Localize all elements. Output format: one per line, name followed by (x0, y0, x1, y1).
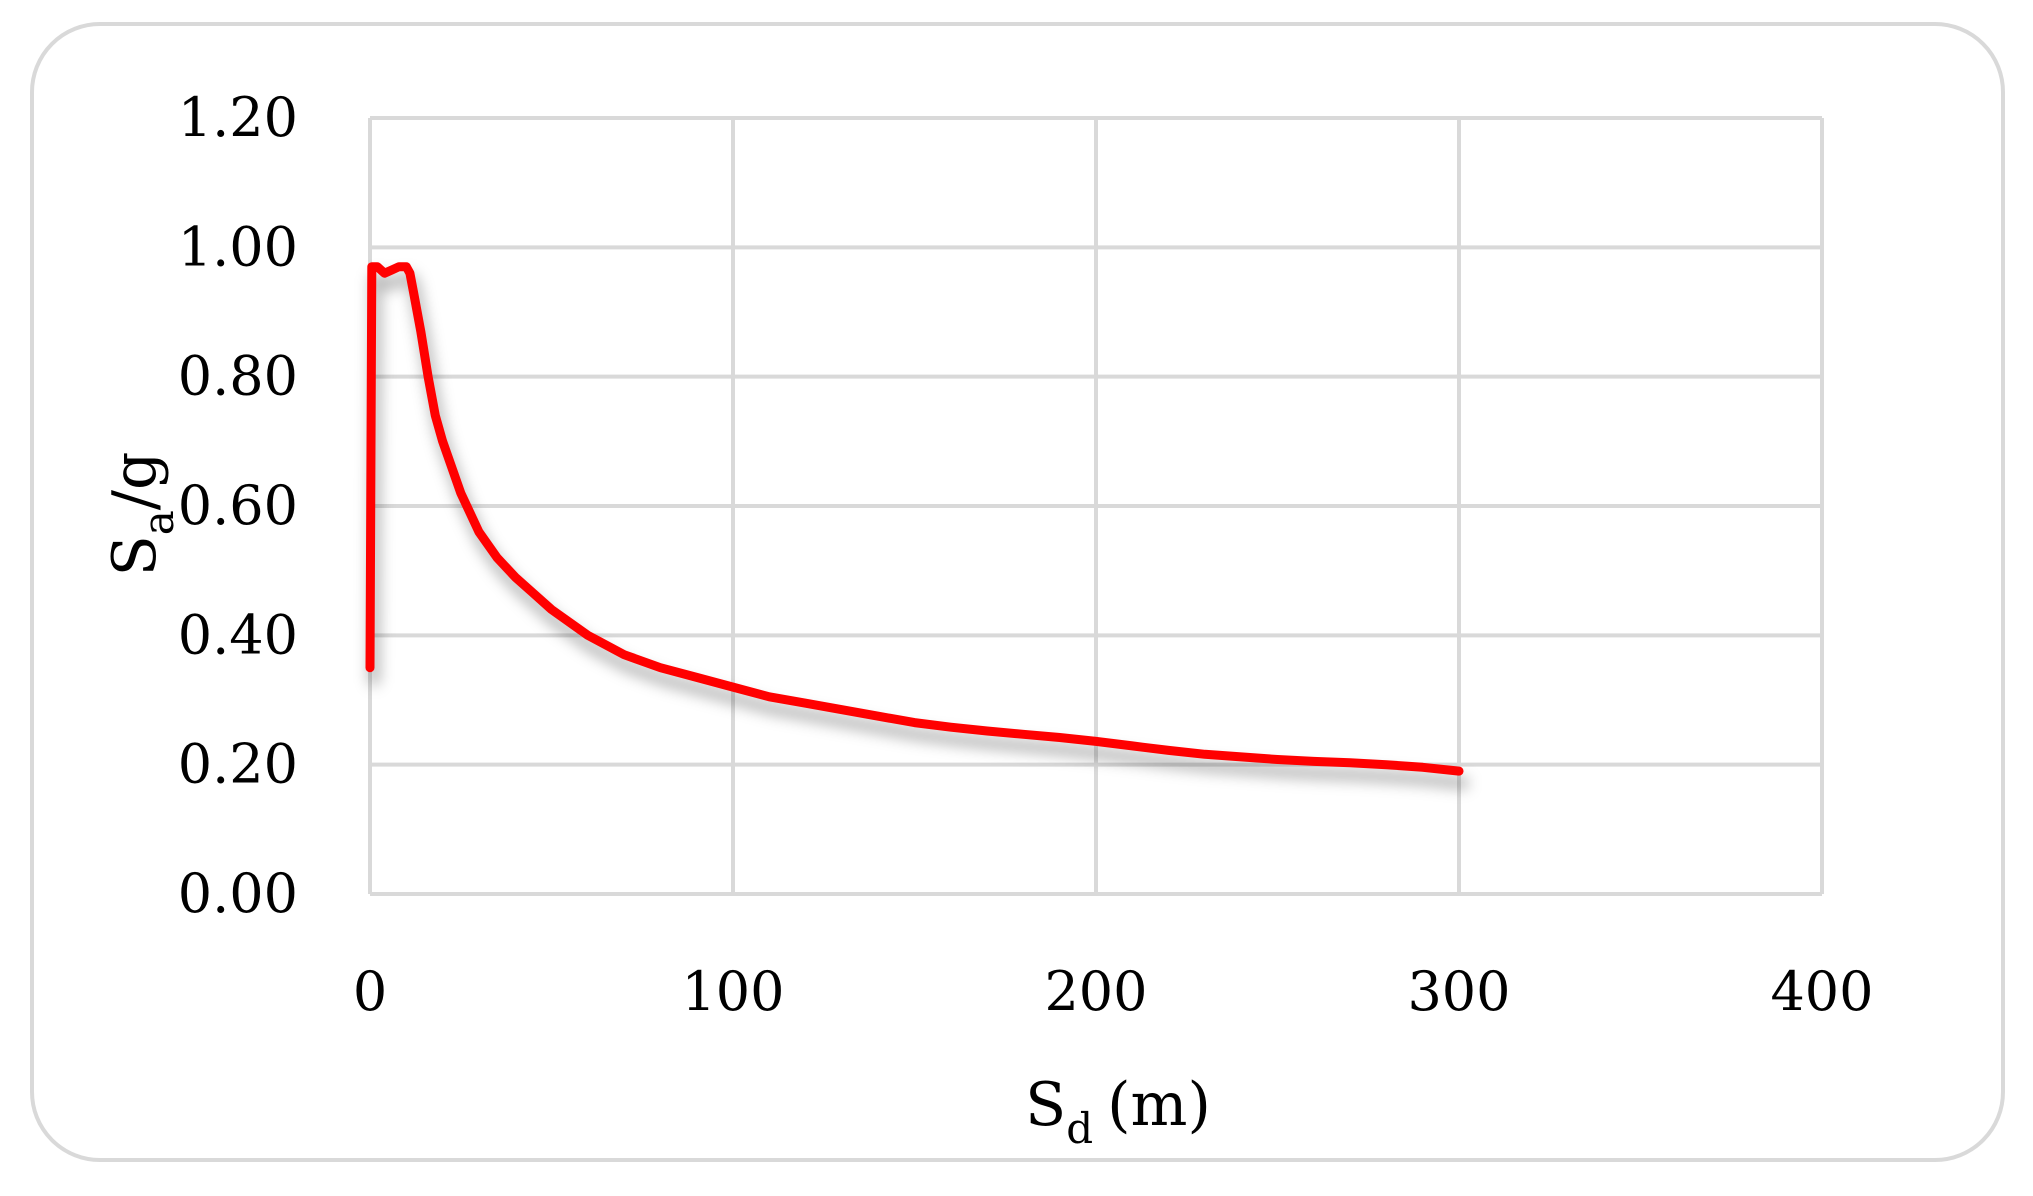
x-tick-label: 100 (681, 960, 784, 1023)
y-axis-title: Sa/g (100, 452, 183, 577)
series-layer (365, 262, 1469, 790)
series-line (365, 262, 1464, 776)
gridlines (368, 116, 1824, 896)
y-tick-label: 0.80 (178, 345, 298, 408)
series-line-shadow (368, 272, 1469, 790)
y-tick-label: 1.20 (178, 86, 298, 149)
x-axis-title: Sd (m) (1025, 1070, 1211, 1153)
x-tick-label: 0 (353, 960, 387, 1023)
y-tick-label: 1.00 (178, 215, 298, 278)
chart-frame (30, 22, 2005, 1162)
tick-labels: 0.00 0.20 0.40 0.60 0.80 1.00 1.20 0 100 200 300 40… (178, 86, 1874, 1023)
y-tick-label: 0.20 (178, 733, 298, 796)
y-tick-label: 0.60 (178, 474, 298, 537)
y-tick-label: 0.00 (178, 862, 298, 925)
x-tick-label: 400 (1770, 960, 1873, 1023)
x-tick-label: 300 (1407, 960, 1510, 1023)
x-tick-label: 200 (1044, 960, 1147, 1023)
y-tick-label: 0.40 (178, 603, 298, 666)
